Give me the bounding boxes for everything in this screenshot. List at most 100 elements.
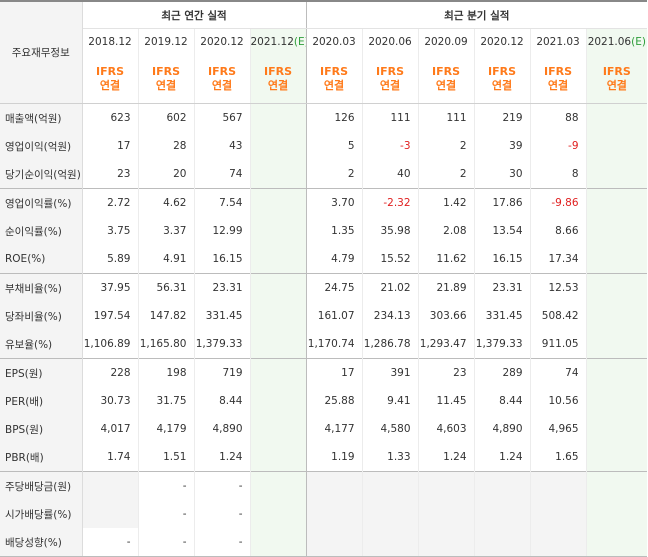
value-cell: 1,379.33 xyxy=(193,330,250,359)
basis-scope: 연결 xyxy=(435,79,457,92)
value-cell: 1.65 xyxy=(529,443,587,472)
value-cell xyxy=(529,500,587,528)
table-row: 당좌비율(%) 197.54 147.82 331.45 161.07 234.13 303… xyxy=(0,302,648,330)
period-label: 2020.09 xyxy=(424,36,468,48)
value-cell: 289 xyxy=(473,358,531,387)
value-cell xyxy=(585,443,648,472)
accounting-basis-label: IFRS 연결 xyxy=(361,55,419,104)
value-cell xyxy=(585,358,648,387)
value-cell xyxy=(473,500,531,528)
basis-standard: IFRS xyxy=(432,65,461,78)
value-cell xyxy=(585,160,648,189)
value-cell xyxy=(585,188,648,217)
table-row: 배당성향(%) - - - xyxy=(0,528,648,557)
value-cell: 4,965 xyxy=(529,415,587,443)
row-label-header: 주요재무정보 xyxy=(0,0,83,104)
value-cell xyxy=(417,500,475,528)
table-row: 영업이익률(%) 2.72 4.62 7.54 3.70 -2.32 1.42 17.86 -9… xyxy=(0,188,648,217)
value-cell: 21.02 xyxy=(361,273,419,302)
accounting-basis-label: IFRS 연결 xyxy=(417,55,475,104)
value-cell xyxy=(585,217,648,245)
row-label: PER(배) xyxy=(0,387,83,415)
value-cell: 111 xyxy=(361,103,419,132)
accounting-basis-label: IFRS 연결 xyxy=(585,55,648,104)
value-cell: 23.31 xyxy=(193,273,250,302)
value-cell xyxy=(249,273,307,302)
value-cell: 15.52 xyxy=(361,245,419,274)
table-row: PER(배) 30.73 31.75 8.44 25.88 9.41 11.45 8.44 10… xyxy=(0,387,648,415)
value-cell: 161.07 xyxy=(305,302,363,330)
value-cell xyxy=(249,471,307,500)
value-cell: 4.62 xyxy=(137,188,194,217)
table-row: 유보율(%) 1,106.89 1,165.80 1,379.33 1,170.74 1,… xyxy=(0,330,648,359)
period-header: 2020.09 xyxy=(417,28,475,55)
value-cell xyxy=(417,528,475,557)
row-label: PBR(배) xyxy=(0,443,83,472)
value-cell: 1,170.74 xyxy=(305,330,363,359)
row-label: 영업이익률(%) xyxy=(0,188,83,217)
basis-standard: IFRS xyxy=(376,65,405,78)
value-cell: 37.95 xyxy=(81,273,138,302)
value-cell xyxy=(585,330,648,359)
basis-standard: IFRS xyxy=(264,65,293,78)
value-cell: 2.72 xyxy=(81,188,138,217)
value-cell: 1.19 xyxy=(305,443,363,472)
period-header: 2020.12 xyxy=(193,28,250,55)
value-cell: 4,179 xyxy=(137,415,194,443)
value-cell: 7.54 xyxy=(193,188,250,217)
value-cell: 17 xyxy=(81,132,138,160)
basis-scope: 연결 xyxy=(547,79,569,92)
value-cell: 126 xyxy=(305,103,363,132)
accounting-basis-label: IFRS 연결 xyxy=(249,55,307,104)
value-cell xyxy=(81,500,138,528)
period-label: 2020.12 xyxy=(480,36,524,48)
value-cell: 17.86 xyxy=(473,188,531,217)
row-label: 당좌비율(%) xyxy=(0,302,83,330)
value-cell: 56.31 xyxy=(137,273,194,302)
value-cell: 24.75 xyxy=(305,273,363,302)
basis-scope: 연결 xyxy=(606,79,627,92)
value-cell xyxy=(81,471,138,500)
value-cell: 74 xyxy=(529,358,587,387)
value-cell: 1.24 xyxy=(193,443,250,472)
accounting-basis-label: IFRS 연결 xyxy=(137,55,194,104)
value-cell xyxy=(585,245,648,274)
value-cell: 8.44 xyxy=(193,387,250,415)
period-header: 2021.12(E) xyxy=(249,28,307,55)
value-cell: 8.66 xyxy=(529,217,587,245)
value-cell: 623 xyxy=(81,103,138,132)
value-cell: 2.08 xyxy=(417,217,475,245)
basis-scope: 연결 xyxy=(267,79,289,92)
value-cell: 39 xyxy=(473,132,531,160)
period-label: 2018.12 xyxy=(88,36,132,48)
value-cell: 2 xyxy=(305,160,363,189)
estimate-marker: (E) xyxy=(631,36,646,48)
period-header: 2021.06(E) xyxy=(585,28,648,55)
value-cell xyxy=(585,103,648,132)
period-label: 2020.03 xyxy=(312,36,356,48)
value-cell xyxy=(249,500,307,528)
value-cell: 30 xyxy=(473,160,531,189)
value-cell: 1.24 xyxy=(473,443,531,472)
value-cell: 16.15 xyxy=(473,245,531,274)
table-row: 매출액(억원) 623 602 567 126 111 111 219 88 xyxy=(0,103,648,132)
table-body: 매출액(억원) 623 602 567 126 111 111 219 88 영업이익(억원) 17… xyxy=(0,103,648,557)
period-label: 2020.12 xyxy=(200,36,244,48)
value-cell: 4.79 xyxy=(305,245,363,274)
value-cell: 74 xyxy=(193,160,250,189)
row-label: 당기순이익(억원) xyxy=(0,160,83,189)
value-cell: -9.86 xyxy=(529,188,587,217)
table-row: PBR(배) 1.74 1.51 1.24 1.19 1.33 1.24 1.24 1.65 xyxy=(0,443,648,472)
value-cell: 12.53 xyxy=(529,273,587,302)
value-cell xyxy=(305,500,363,528)
value-cell: 228 xyxy=(81,358,138,387)
value-cell: 1.51 xyxy=(137,443,194,472)
value-cell: 3.37 xyxy=(137,217,194,245)
row-label: EPS(원) xyxy=(0,358,83,387)
basis-scope: 연결 xyxy=(379,79,401,92)
basis-standard: IFRS xyxy=(488,65,517,78)
value-cell: 20 xyxy=(137,160,194,189)
value-cell: 719 xyxy=(193,358,250,387)
value-cell: 234.13 xyxy=(361,302,419,330)
value-cell: - xyxy=(193,528,250,557)
